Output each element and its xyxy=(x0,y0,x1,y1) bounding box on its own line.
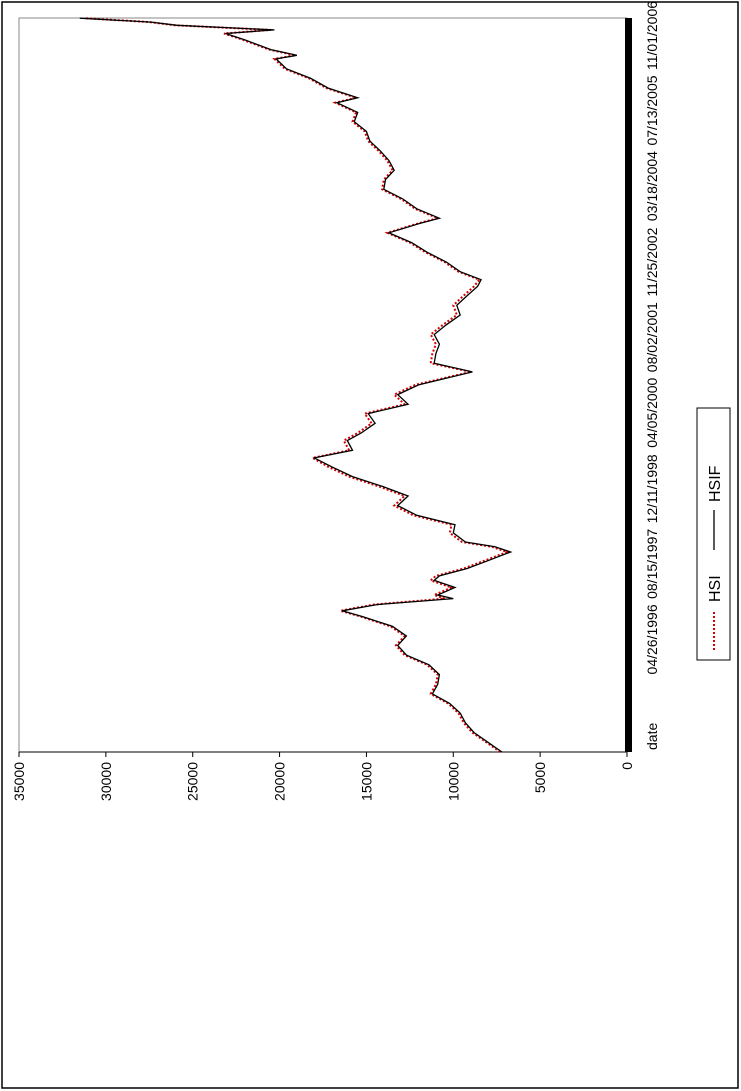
value-tick-label: 5000 xyxy=(532,762,548,793)
date-tick-label: 12/11/1998 xyxy=(644,454,660,523)
date-tick-label: 03/18/2004 xyxy=(644,151,660,221)
value-tick-label: 15000 xyxy=(358,762,374,801)
value-tick-label: 35000 xyxy=(11,762,27,801)
date-tick-label: 11/01/2006 xyxy=(644,1,660,70)
date-axis-line xyxy=(625,18,632,752)
value-tick-label: 20000 xyxy=(272,762,288,801)
date-tick-label: date xyxy=(644,723,660,750)
axes-group: 35000 30000 25000 20000 15000 10000 5000 0 date 0… xyxy=(11,1,660,801)
legend-label-hsif: HSIF xyxy=(707,465,724,502)
date-tick-label: 04/05/2000 xyxy=(644,377,660,447)
series-line-hsif xyxy=(79,17,513,753)
date-tick-label: 08/02/2001 xyxy=(644,302,660,372)
date-tick-label: 07/13/2005 xyxy=(644,75,660,145)
date-tick-label: 11/25/2002 xyxy=(644,227,660,296)
value-tick-label: 30000 xyxy=(98,762,114,801)
date-tick-label: 04/26/1996 xyxy=(644,604,660,674)
value-tick-label: 25000 xyxy=(185,762,201,801)
legend: HSI HSIF xyxy=(696,407,731,661)
series-line-hsi xyxy=(84,17,511,753)
value-tick-label: 0 xyxy=(619,762,635,770)
series-layer xyxy=(79,17,513,753)
date-tick-label: 08/15/1997 xyxy=(644,529,660,599)
legend-label-hsi: HSI xyxy=(707,575,724,602)
value-tick-label: 10000 xyxy=(445,762,461,801)
plot-area xyxy=(18,17,628,753)
